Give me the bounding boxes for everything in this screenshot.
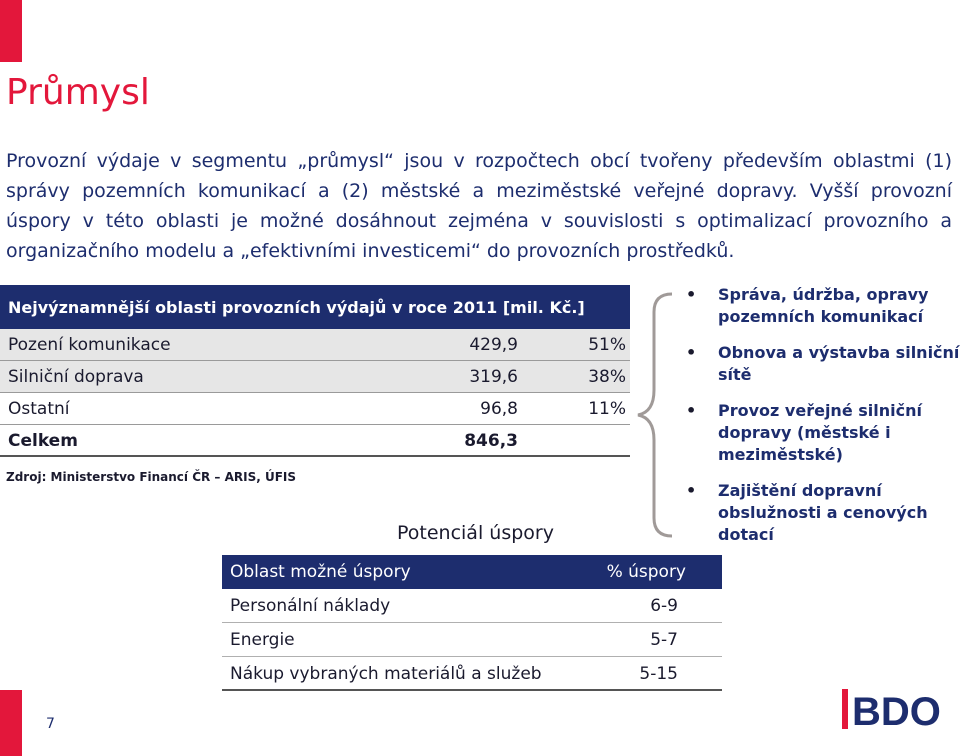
curly-brace-icon [637,292,673,538]
table-row: Pození komunikace 429,9 51% [0,329,630,361]
bullet-icon: • [686,285,697,304]
row-percent: 5-7 [650,630,678,650]
source-note: Zdroj: Ministerstvo Financí ČR – ARIS, Ú… [6,470,297,484]
bullet-icon: • [686,401,697,420]
table-row: Personální náklady 6-9 [222,589,722,623]
row-value: 96,8 [480,399,518,419]
row-value: 429,9 [469,335,518,355]
list-item-text: Zajištění dopravní obslužnosti a cenovýc… [718,481,928,544]
row-percent: 38% [588,367,626,387]
row-value: 846,3 [464,431,518,451]
row-percent: 11% [588,399,626,419]
expenses-table-title: Nejvýznamnější oblasti provozních výdajů… [8,297,585,317]
list-item: • Provoz veřejné silniční dopravy (městs… [686,400,960,466]
list-item-text: Správa, údržba, opravy pozemních komunik… [718,285,929,326]
row-name: Ostatní [8,399,70,419]
logo-text: BDO [852,690,941,733]
row-name: Silniční doprava [8,367,144,387]
row-name: Pození komunikace [8,335,171,355]
list-item: • Správa, údržba, opravy pozemních komun… [686,284,960,328]
list-item: • Zajištění dopravní obslužnosti a cenov… [686,480,960,546]
savings-table: Personální náklady 6-9 Energie 5-7 Nákup… [222,589,722,691]
bullet-icon: • [686,343,697,362]
table-row-total: Celkem 846,3 [0,425,630,457]
intro-paragraph: Provozní výdaje v segmentu „průmysl“ jso… [6,150,952,262]
row-name: Celkem [8,431,78,451]
list-item-text: Obnova a výstavba silniční sítě [718,343,960,384]
column-header-percent: % úspory [606,562,686,582]
slide-title: Průmysl [6,72,150,113]
bdo-logo: BDO [842,689,941,733]
list-item-text: Provoz veřejné silniční dopravy (městské… [718,401,922,464]
row-value: 319,6 [469,367,518,387]
row-name: Personální náklady [230,596,391,616]
row-name: Nákup vybraných materiálů a služeb [230,664,542,684]
bullet-list: • Správa, údržba, opravy pozemních komun… [686,284,960,560]
savings-table-title: Potenciál úspory [397,522,554,544]
table-row: Nákup vybraných materiálů a služeb 5-15 [222,657,722,691]
red-corner-decoration-bottom [0,690,22,756]
page-number: 7 [46,716,55,732]
row-name: Energie [230,630,295,650]
column-header-area: Oblast možné úspory [230,562,411,582]
expenses-table: Pození komunikace 429,9 51% Silniční dop… [0,329,630,457]
row-percent: 6-9 [650,596,678,616]
list-item: • Obnova a výstavba silniční sítě [686,342,960,386]
row-percent: 5-15 [639,664,678,684]
red-corner-decoration-top [0,0,22,62]
table-row: Ostatní 96,8 11% [0,393,630,425]
row-percent: 51% [588,335,626,355]
table-row: Silniční doprava 319,6 38% [0,361,630,393]
savings-table-header: Oblast možné úspory % úspory [222,555,722,589]
bullet-icon: • [686,481,697,500]
table-row: Energie 5-7 [222,623,722,657]
expenses-table-header: Nejvýznamnější oblasti provozních výdajů… [0,285,630,329]
